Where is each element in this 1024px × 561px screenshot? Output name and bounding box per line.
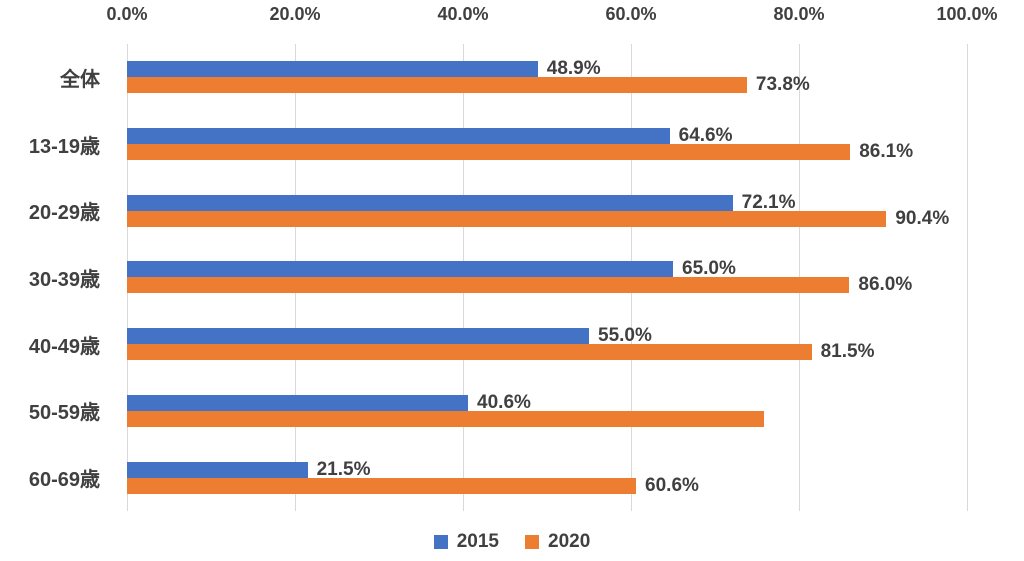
bar-line: 64.6% — [127, 125, 967, 147]
x-axis-tick: 80.0% — [773, 4, 825, 24]
data-label: 55.0% — [598, 325, 652, 347]
bar-line: 86.1% — [127, 141, 967, 163]
bar-line: 60.6% — [127, 474, 967, 496]
bar-group: 72.1% 90.4% — [127, 177, 967, 244]
bar-line: 81.5% — [127, 341, 967, 363]
x-axis-tick: 0.0% — [106, 4, 148, 24]
bar-group: 48.9% 73.8% — [127, 44, 967, 111]
legend-label: 2020 — [548, 531, 591, 552]
legend-label: 2015 — [456, 531, 499, 552]
legend-swatch-icon — [433, 535, 448, 549]
data-label: 90.4% — [895, 207, 950, 229]
x-axis-tick: 20.0% — [269, 4, 321, 24]
bar-line: 48.9% — [127, 58, 967, 80]
bar-line: 21.5% — [127, 458, 967, 480]
bar-2015 — [127, 261, 673, 278]
bar-2020 — [127, 277, 850, 294]
bar-group: 65.0% 86.0% — [127, 244, 967, 311]
bar-2015 — [127, 394, 469, 411]
legend-item-2015: 2015 — [433, 531, 499, 553]
bar-2020 — [127, 210, 887, 227]
bar-line: 86.0% — [127, 274, 967, 296]
legend-swatch-icon — [525, 535, 539, 549]
plot-area: 48.9% 73.8% 64.6% 86.1% 72.1% 90.4% 65.0% 86.0%… — [127, 44, 968, 511]
category-label: 全体 — [60, 68, 100, 91]
data-label: 21.5% — [316, 458, 371, 480]
bar-line: 72.1% — [127, 191, 967, 213]
bar-line: 65.0% — [127, 258, 967, 280]
data-label: 65.0% — [682, 258, 736, 280]
category-axis: 全体 13-19歳 20-29歳 30-39歳 40-49歳 50-59歳 60-69歳 — [0, 44, 100, 511]
bar-2020 — [127, 410, 764, 427]
bar-2020 — [127, 344, 812, 361]
bar-2015 — [127, 461, 308, 478]
data-label: 40.6% — [477, 391, 531, 413]
data-label: 60.6% — [645, 474, 699, 496]
bar-2015 — [127, 328, 589, 345]
bar-line: 40.6% — [127, 391, 967, 413]
bar-2015 — [127, 128, 670, 145]
bar-group: 21.5% 60.6% — [127, 444, 967, 511]
bar-line: 73.8% — [127, 74, 967, 96]
legend-item-2020: 2020 — [525, 531, 590, 553]
bar-group: 55.0% 81.5% — [127, 311, 967, 378]
data-label: 64.6% — [678, 125, 733, 147]
bar-line: 90.4% — [127, 207, 967, 229]
category-label: 30-39歳 — [28, 268, 100, 291]
bar-group: 64.6% 86.1% — [127, 111, 967, 178]
x-axis-tick: 60.0% — [605, 4, 657, 24]
gridline — [967, 44, 968, 511]
x-axis-tick: 40.0% — [437, 4, 489, 24]
data-label: 81.5% — [820, 341, 875, 363]
bar-2020 — [127, 144, 851, 161]
data-label: 86.1% — [859, 141, 914, 163]
data-label: 48.9% — [546, 58, 601, 80]
bar-2020 — [127, 477, 637, 494]
category-label: 50-59歳 — [28, 402, 100, 425]
bar-line: 55.0% — [127, 325, 967, 347]
category-label: 60-69歳 — [28, 469, 100, 492]
bar-2015 — [127, 61, 538, 78]
bar-2015 — [127, 194, 733, 211]
bar-line — [127, 410, 967, 427]
data-label: 73.8% — [755, 74, 810, 96]
data-label: 72.1% — [741, 191, 796, 213]
category-label: 40-49歳 — [28, 335, 100, 358]
x-axis-tick: 100.0% — [936, 4, 998, 24]
category-label: 20-29歳 — [28, 202, 100, 225]
data-label: 86.0% — [858, 274, 913, 296]
legend: 2015 2020 — [0, 531, 1024, 553]
category-label: 13-19歳 — [28, 135, 100, 158]
bar-2020 — [127, 77, 747, 94]
bar-group: 40.6% — [127, 378, 967, 445]
